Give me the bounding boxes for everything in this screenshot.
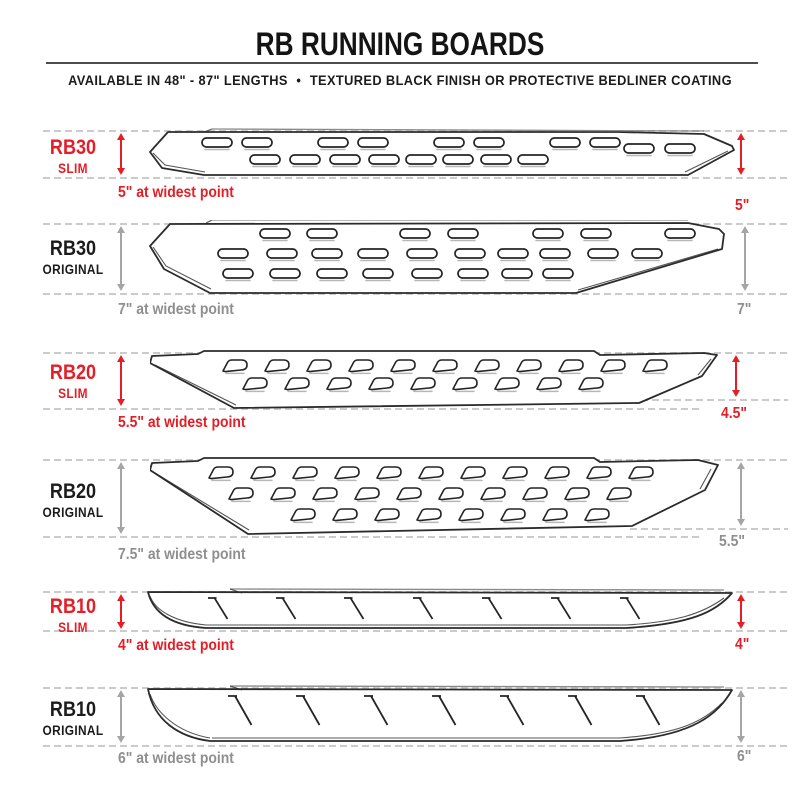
height-arrow-left	[116, 594, 126, 629]
dashed-line-bottom	[43, 408, 700, 410]
model-name: RB10	[49, 698, 97, 721]
title-divider	[46, 62, 758, 64]
model-name: RB30	[49, 237, 97, 260]
variant-name: SLIM	[58, 620, 88, 635]
height-arrow-left	[116, 226, 126, 291]
rb10-original-board-drawing	[147, 685, 733, 742]
width-note: 6" at widest point	[118, 750, 234, 767]
dashed-line-top	[43, 687, 788, 689]
width-note: 4" at widest point	[118, 637, 234, 654]
model-label: RB30 ORIGINAL	[28, 238, 118, 277]
height-arrow-left	[116, 462, 126, 534]
dashed-line-bottom	[43, 536, 700, 538]
variant-name: SLIM	[58, 161, 88, 176]
rb30-original-board-drawing	[149, 220, 725, 294]
dashed-line-bottom	[43, 630, 788, 632]
height-arrow-right	[736, 594, 746, 629]
height-note: 5"	[735, 197, 750, 214]
model-label: RB20 ORIGINAL	[28, 481, 118, 520]
page-subtitle: AVAILABLE IN 48" - 87" LENGTHS • TEXTURED …	[20, 73, 780, 88]
height-note: 7"	[737, 301, 752, 318]
height-arrow-right	[736, 690, 746, 743]
model-label: RB10 SLIM	[28, 596, 118, 635]
width-note: 5.5" at widest point	[118, 414, 246, 431]
subtitle-bullet: •	[296, 73, 302, 88]
height-note: 4.5"	[721, 405, 748, 422]
dashed-line-right-height	[630, 399, 788, 401]
height-note: 5.5"	[719, 533, 746, 550]
height-arrow-left	[116, 133, 126, 175]
width-note: 5" at widest point	[118, 184, 234, 201]
dashed-line-bottom	[43, 293, 788, 295]
height-arrow-left	[116, 690, 126, 743]
variant-name: ORIGINAL	[42, 505, 104, 520]
subtitle-availability: AVAILABLE IN 48" - 87" LENGTHS	[68, 73, 288, 88]
variant-name: ORIGINAL	[42, 723, 104, 738]
dashed-line-top	[43, 130, 788, 132]
model-label: RB10 ORIGINAL	[28, 699, 118, 738]
variant-name: ORIGINAL	[42, 262, 104, 277]
rb30-slim-board-drawing	[149, 128, 735, 176]
model-name: RB30	[49, 136, 97, 159]
dashed-line-right-height	[630, 528, 788, 530]
rb20-original-board-drawing	[150, 457, 719, 535]
width-note: 7" at widest point	[118, 301, 234, 318]
height-arrow-right	[736, 462, 746, 526]
model-name: RB20	[49, 480, 97, 503]
rb10-slim-board-drawing	[147, 588, 733, 629]
width-note: 7.5" at widest point	[118, 546, 246, 563]
dashed-line-bottom	[43, 177, 788, 179]
height-note: 4"	[735, 636, 750, 653]
height-arrow-right	[731, 355, 741, 397]
model-name: RB20	[49, 361, 97, 384]
dashed-line-bottom	[43, 745, 788, 747]
model-name: RB10	[49, 595, 97, 618]
model-label: RB30 SLIM	[28, 137, 118, 176]
page-title: RB RUNNING BOARDS	[255, 26, 545, 62]
height-arrow-right	[740, 226, 750, 291]
rb20-slim-board-drawing	[150, 350, 718, 409]
height-arrow-right	[736, 133, 746, 175]
subtitle-finish: TEXTURED BLACK FINISH OR PROTECTIVE BEDL…	[309, 73, 732, 88]
height-arrow-left	[116, 355, 126, 406]
height-note: 6"	[737, 748, 752, 765]
variant-name: SLIM	[58, 386, 88, 401]
model-label: RB20 SLIM	[28, 362, 118, 401]
